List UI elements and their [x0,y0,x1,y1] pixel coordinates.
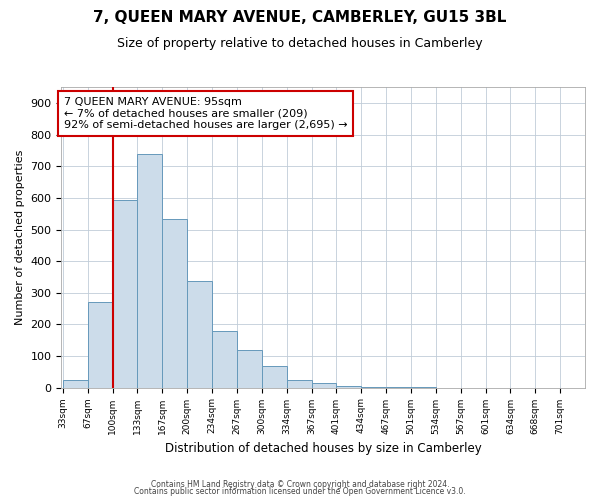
Bar [361,386,386,388]
Bar [63,380,88,388]
Text: Size of property relative to detached houses in Camberley: Size of property relative to detached ho… [117,38,483,51]
Bar [386,387,411,388]
Bar [212,330,237,388]
Bar [113,200,137,388]
Bar [137,154,163,388]
Bar [337,386,361,388]
Text: Contains HM Land Registry data © Crown copyright and database right 2024.: Contains HM Land Registry data © Crown c… [151,480,449,489]
Text: 7 QUEEN MARY AVENUE: 95sqm
← 7% of detached houses are smaller (209)
92% of semi: 7 QUEEN MARY AVENUE: 95sqm ← 7% of detac… [64,97,347,130]
Text: 7, QUEEN MARY AVENUE, CAMBERLEY, GU15 3BL: 7, QUEEN MARY AVENUE, CAMBERLEY, GU15 3B… [94,10,506,25]
Bar [287,380,311,388]
Text: Contains public sector information licensed under the Open Government Licence v3: Contains public sector information licen… [134,487,466,496]
Y-axis label: Number of detached properties: Number of detached properties [15,150,25,325]
Bar [88,302,113,388]
Bar [163,218,187,388]
Bar [237,350,262,388]
Bar [262,366,287,388]
Bar [187,281,212,388]
Bar [311,383,337,388]
X-axis label: Distribution of detached houses by size in Camberley: Distribution of detached houses by size … [165,442,482,455]
